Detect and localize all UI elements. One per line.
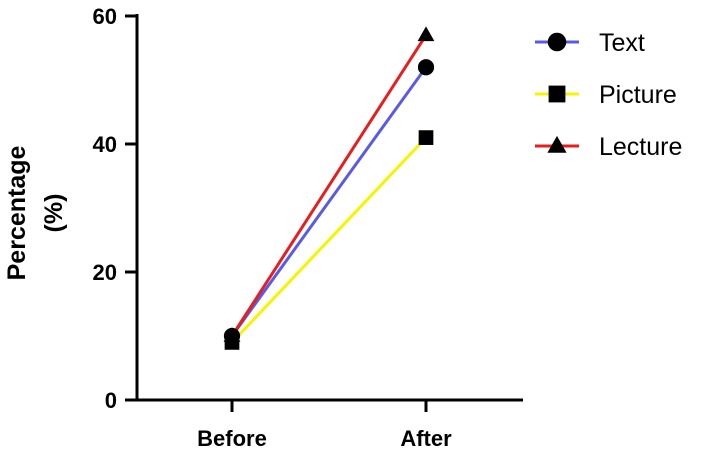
data-point-lecture bbox=[417, 26, 435, 42]
x-tick-label: After bbox=[400, 426, 452, 451]
data-point-picture bbox=[418, 130, 434, 145]
legend: Text Picture Lecture bbox=[535, 29, 682, 161]
legend-marker-text bbox=[547, 32, 567, 52]
series-line-lecture bbox=[230, 34, 428, 337]
y-axis-title-line-1: Percentage bbox=[3, 146, 31, 281]
series-line-text bbox=[230, 66, 428, 337]
series-line-picture bbox=[230, 136, 428, 344]
y-tick-label: 40 bbox=[93, 132, 117, 157]
data-point-lecture bbox=[223, 327, 241, 342]
y-axis-title: Percentage (%) bbox=[3, 146, 68, 281]
series-lines bbox=[230, 34, 428, 344]
legend-marker-lecture bbox=[547, 135, 567, 153]
x-tick-label: Before bbox=[197, 426, 267, 451]
y-tick-label: 20 bbox=[93, 260, 117, 285]
legend-label-text: Text bbox=[599, 29, 645, 57]
y-tick-label: 60 bbox=[93, 4, 117, 29]
y-axis-title-line-2: (%) bbox=[40, 194, 68, 233]
y-tick-label: 0 bbox=[105, 388, 117, 413]
legend-marker-picture bbox=[548, 85, 566, 103]
series-markers bbox=[223, 26, 435, 350]
legend-label-lecture: Lecture bbox=[599, 133, 682, 161]
axes: 0 20 40 60 Before After bbox=[93, 4, 523, 451]
legend-label-picture: Picture bbox=[599, 81, 677, 109]
data-point-text bbox=[417, 59, 435, 76]
